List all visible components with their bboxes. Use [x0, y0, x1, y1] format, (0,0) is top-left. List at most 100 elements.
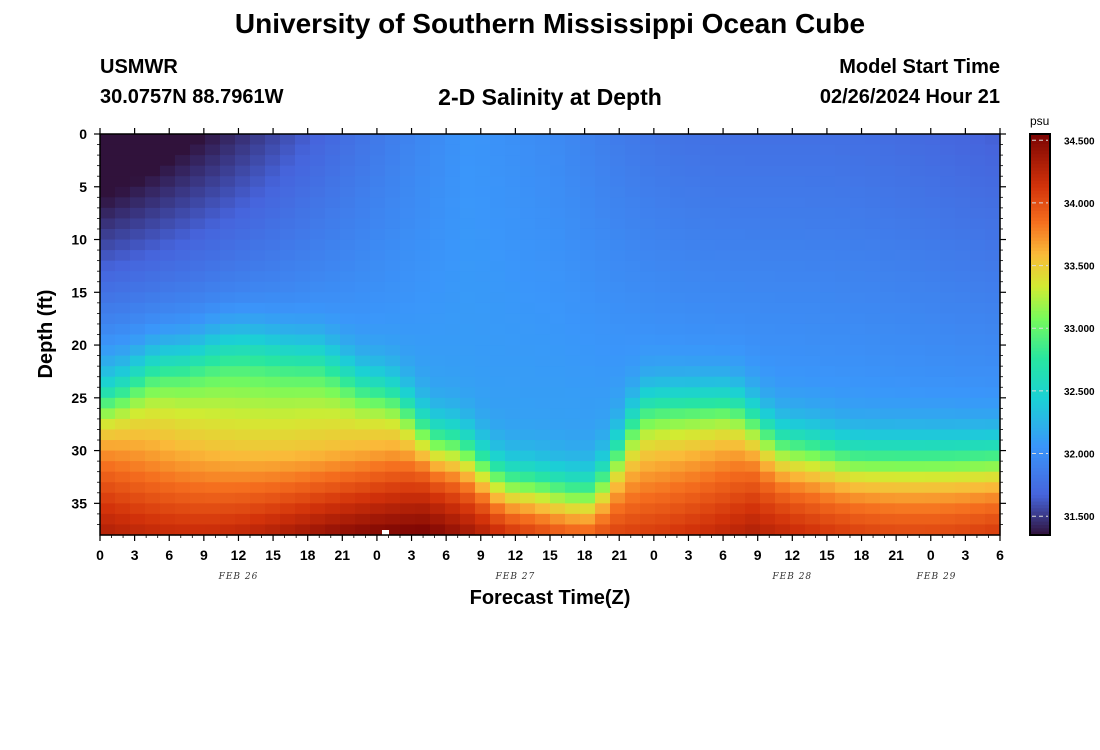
heat-cell [805, 134, 821, 146]
heat-cell [895, 144, 911, 156]
heat-cell [400, 524, 416, 536]
heat-cell [175, 207, 191, 220]
heat-cell [865, 239, 881, 251]
heat-cell [415, 239, 431, 251]
heat-cell [955, 345, 971, 357]
heat-cell [370, 271, 386, 283]
heat-cell [310, 239, 326, 251]
heat-cell [700, 450, 716, 462]
heat-cell [235, 471, 251, 483]
heat-cell [175, 186, 191, 198]
heat-cell [355, 207, 371, 220]
heat-cell [280, 176, 296, 188]
heat-cell [730, 471, 746, 483]
heat-cell [940, 418, 956, 431]
colorbar-band [1030, 144, 1050, 148]
heat-cell [985, 376, 1001, 388]
heat-cell [670, 165, 686, 177]
heat-cell [760, 355, 776, 367]
heat-cell [355, 482, 371, 494]
heat-cell [595, 239, 611, 251]
heat-cell [190, 345, 206, 357]
heat-cell [250, 186, 266, 198]
heat-cell [235, 440, 251, 452]
heat-cell [880, 302, 896, 314]
heat-cell [160, 197, 176, 209]
heat-cell [400, 461, 416, 473]
heat-cell [175, 218, 191, 230]
heat-cell [835, 440, 851, 452]
heat-cell [115, 302, 131, 314]
heat-cell [490, 503, 506, 515]
heat-cell [130, 471, 146, 483]
heat-cell [415, 323, 431, 336]
heat-cell [865, 250, 881, 262]
heat-cell [370, 492, 386, 504]
heat-cell [520, 482, 536, 494]
heat-cell [790, 197, 806, 209]
heat-cell [835, 461, 851, 473]
heat-cell [850, 155, 866, 167]
heat-cell [325, 450, 341, 462]
heat-cell [565, 524, 581, 536]
heat-cell [190, 461, 206, 473]
heat-cell [340, 450, 356, 462]
heat-cell [730, 355, 746, 367]
heat-cell [955, 429, 971, 441]
heat-cell [220, 408, 236, 420]
heat-cell [295, 239, 311, 251]
heat-cell [655, 461, 671, 473]
heat-cell [970, 218, 986, 230]
heat-cell [430, 186, 446, 198]
heat-cell [610, 366, 626, 378]
colorbar-band [1030, 210, 1050, 215]
heat-cell [235, 207, 251, 220]
heat-cell [565, 408, 581, 420]
heat-cell [565, 313, 581, 325]
colorbar-band [1030, 180, 1050, 185]
heat-cell [880, 281, 896, 293]
heat-cell [385, 461, 401, 473]
heat-cell [730, 397, 746, 409]
heat-cell [400, 250, 416, 262]
heat-cell [715, 471, 731, 483]
heat-cell [325, 281, 341, 293]
heat-cell [400, 450, 416, 462]
heat-cell [820, 408, 836, 420]
heat-cell [280, 281, 296, 293]
heat-cell [805, 524, 821, 536]
heat-cell [880, 450, 896, 462]
heat-cell [880, 345, 896, 357]
heat-cell [265, 228, 281, 241]
heat-cell [355, 197, 371, 209]
heat-cell [595, 471, 611, 483]
heat-cell [865, 197, 881, 209]
heat-cell [385, 450, 401, 462]
heat-cell [970, 334, 986, 346]
heat-cell [565, 144, 581, 156]
heat-cell [235, 408, 251, 420]
heat-cell [760, 239, 776, 251]
heat-cell [895, 197, 911, 209]
heat-cell [145, 144, 161, 156]
heat-cell [520, 503, 536, 515]
heat-cell [145, 492, 161, 504]
heat-cell [130, 366, 146, 378]
heat-cell [835, 260, 851, 272]
heat-cell [790, 397, 806, 409]
heat-cell [940, 440, 956, 452]
heat-cell [430, 376, 446, 388]
heat-cell [670, 471, 686, 483]
heat-cell [625, 450, 641, 462]
colorbar-band [1030, 414, 1050, 419]
heat-cell [115, 408, 131, 420]
heat-cell [310, 186, 326, 198]
heat-cell [115, 376, 131, 388]
heat-cell [730, 513, 746, 526]
heat-cell [565, 461, 581, 473]
colorbar-band [1030, 357, 1050, 362]
colorbar-band [1030, 264, 1050, 269]
colorbar-band [1030, 434, 1050, 439]
heat-cell [475, 524, 491, 536]
heat-cell [160, 155, 176, 167]
